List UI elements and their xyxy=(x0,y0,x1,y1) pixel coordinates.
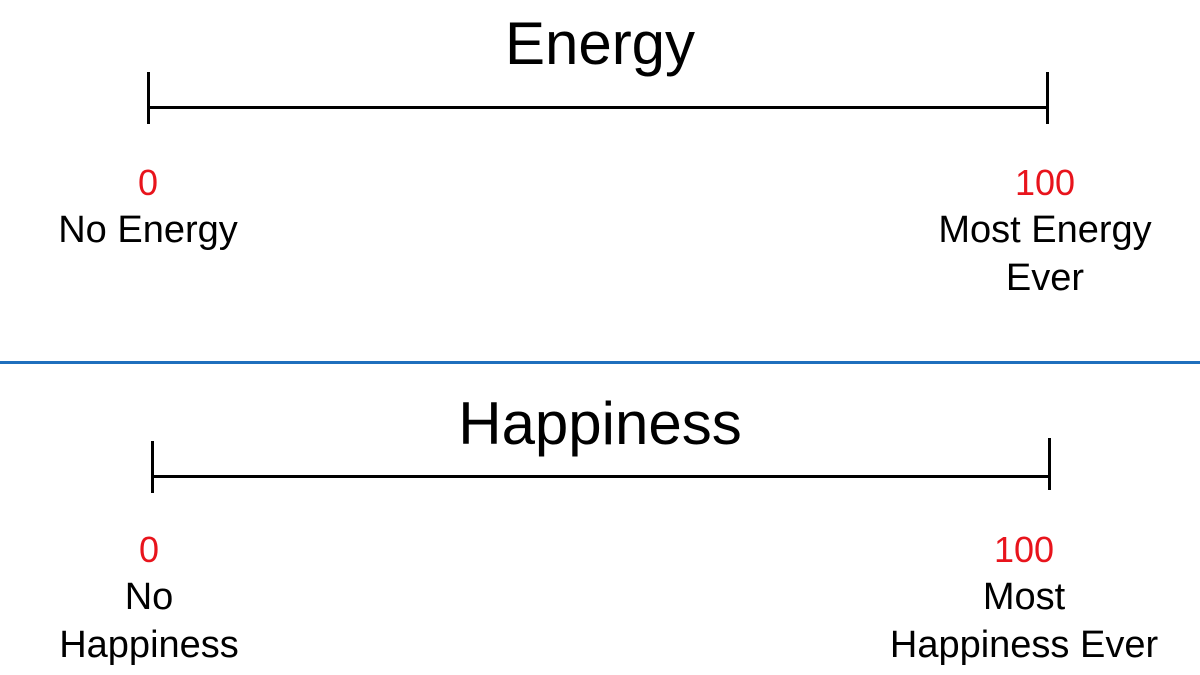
energy-scale-max-value: 100 xyxy=(1014,162,1076,203)
happiness-scale-min-label: No Happiness xyxy=(59,576,239,666)
energy-scale-min-label: No Energy xyxy=(58,209,238,251)
energy-scale-min-endpoint: 0 No Energy xyxy=(8,160,288,254)
happiness-scale-title: Happiness xyxy=(458,390,742,457)
energy-scale-left-tick xyxy=(147,72,150,124)
happiness-scale-min-value: 0 xyxy=(138,529,160,570)
happiness-scale-min-endpoint: 0 No Happiness xyxy=(9,527,289,669)
energy-scale-min-value: 0 xyxy=(137,162,159,203)
happiness-scale: Happiness 0 No Happiness 100 Most Happin… xyxy=(0,364,1200,675)
energy-scale-right-tick xyxy=(1046,72,1049,124)
energy-scale-title: Energy xyxy=(504,10,696,77)
energy-scale-max-endpoint: 100 Most Energy Ever xyxy=(905,160,1185,302)
energy-scale-max-label: Most Energy Ever xyxy=(938,209,1152,299)
happiness-scale-right-tick xyxy=(1048,438,1051,490)
section-divider xyxy=(0,361,1200,364)
happiness-scale-left-tick xyxy=(151,441,154,493)
happiness-scale-max-value: 100 xyxy=(993,529,1055,570)
energy-scale-line xyxy=(147,106,1049,109)
happiness-scale-max-label: Most Happiness Ever xyxy=(889,576,1159,666)
happiness-scale-max-endpoint: 100 Most Happiness Ever xyxy=(884,527,1164,669)
happiness-scale-line xyxy=(151,475,1051,478)
energy-scale: Energy 0 No Energy 100 Most Energy Ever xyxy=(8,10,1185,302)
